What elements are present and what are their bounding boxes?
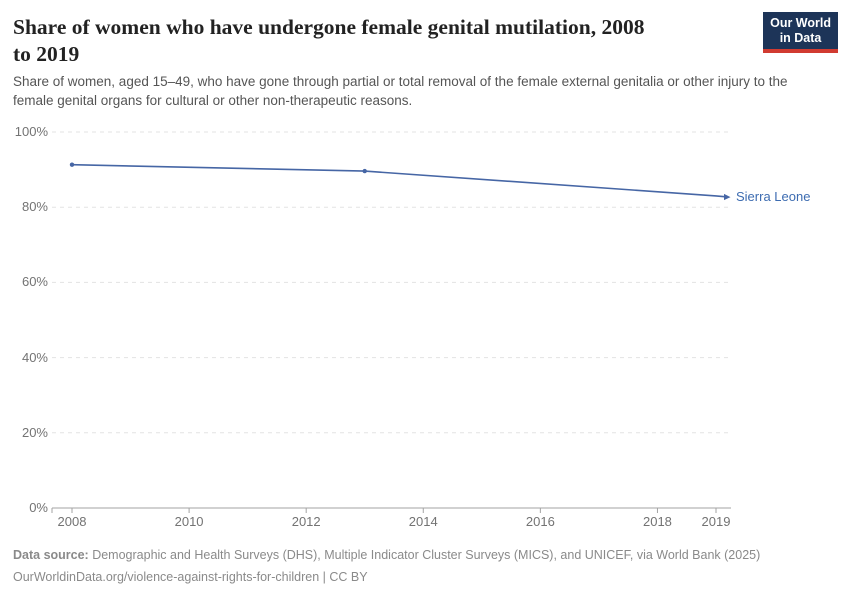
x-axis-tick-label-2014: 2014 [408,514,438,529]
chart-footer: Data source: Demographic and Health Surv… [13,545,760,588]
x-axis-tick-label-2008: 2008 [57,514,87,529]
x-axis-tick-label-2012: 2012 [291,514,321,529]
license-line: OurWorldinData.org/violence-against-righ… [13,569,368,584]
data-source-text: Demographic and Health Surveys (DHS), Mu… [88,548,761,562]
data-source-line: Data source: Demographic and Health Surv… [13,545,760,567]
chart-title-line2: to 2019 [13,42,80,66]
y-axis-tick-label-100: 100% [14,124,48,139]
owid-logo[interactable]: Our World in Data [763,12,838,53]
chart-subtitle: Share of women, aged 15–49, who have gon… [13,74,788,108]
chart-title-line1: Share of women who have undergone female… [13,15,645,39]
owid-logo-text-line2: in Data [779,31,822,45]
data-point-marker[interactable] [69,162,75,167]
chart-title: Share of women who have undergone female… [13,14,644,68]
line-end-arrow-icon [724,193,731,201]
y-axis-tick-label-40: 40% [21,349,48,365]
data-source-label: Data source: [13,548,89,562]
owid-logo-text-line1: Our World [770,16,831,30]
x-axis-tick-label-2010: 2010 [174,514,204,529]
x-axis-tick-label-2018: 2018 [642,514,672,529]
y-axis-tick-label-60: 60% [21,274,48,290]
y-axis-tick-label-0: 0% [29,500,48,515]
series-label-sierra-leone[interactable]: Sierra Leone [736,188,811,204]
x-axis-tick-label-2016: 2016 [525,514,555,529]
x-axis-tick-label-2019: 2019 [701,514,731,529]
data-line-sierra-leone[interactable] [71,163,727,198]
y-axis-tick-label-80: 80% [21,199,48,215]
data-point-marker[interactable] [362,168,367,174]
y-axis-tick-label-20: 20% [21,424,48,440]
